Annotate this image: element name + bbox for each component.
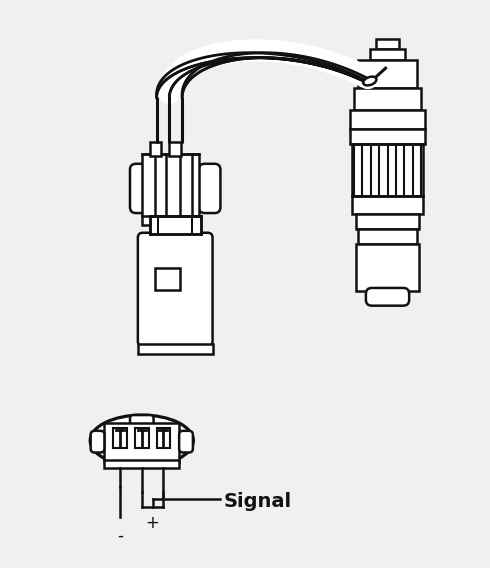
Bar (156, 428, 171, 448)
Bar (356, 244, 419, 291)
Bar (356, 214, 419, 229)
FancyBboxPatch shape (130, 415, 153, 425)
FancyBboxPatch shape (199, 164, 221, 213)
FancyBboxPatch shape (138, 233, 213, 346)
Bar (350, 130, 425, 144)
Bar (138, 344, 213, 354)
Text: -: - (117, 527, 123, 544)
Ellipse shape (90, 415, 194, 466)
Bar (370, 48, 405, 60)
Bar (352, 197, 423, 214)
Text: Signal: Signal (223, 492, 292, 511)
Ellipse shape (363, 77, 376, 85)
Bar (376, 39, 399, 48)
FancyBboxPatch shape (91, 431, 104, 453)
Bar (170, 142, 181, 156)
Bar (354, 88, 421, 110)
Bar (104, 461, 179, 468)
Bar (142, 154, 199, 225)
Bar (352, 144, 423, 197)
FancyBboxPatch shape (130, 164, 151, 213)
Bar (113, 428, 127, 448)
Bar (149, 142, 161, 156)
Text: +: + (146, 513, 160, 532)
Bar (104, 423, 179, 462)
Bar (358, 229, 417, 244)
Bar (135, 428, 148, 448)
Bar (358, 60, 417, 88)
FancyBboxPatch shape (179, 431, 193, 453)
Bar (149, 216, 201, 234)
FancyBboxPatch shape (366, 288, 409, 306)
Bar (154, 268, 180, 290)
Bar (350, 110, 425, 130)
